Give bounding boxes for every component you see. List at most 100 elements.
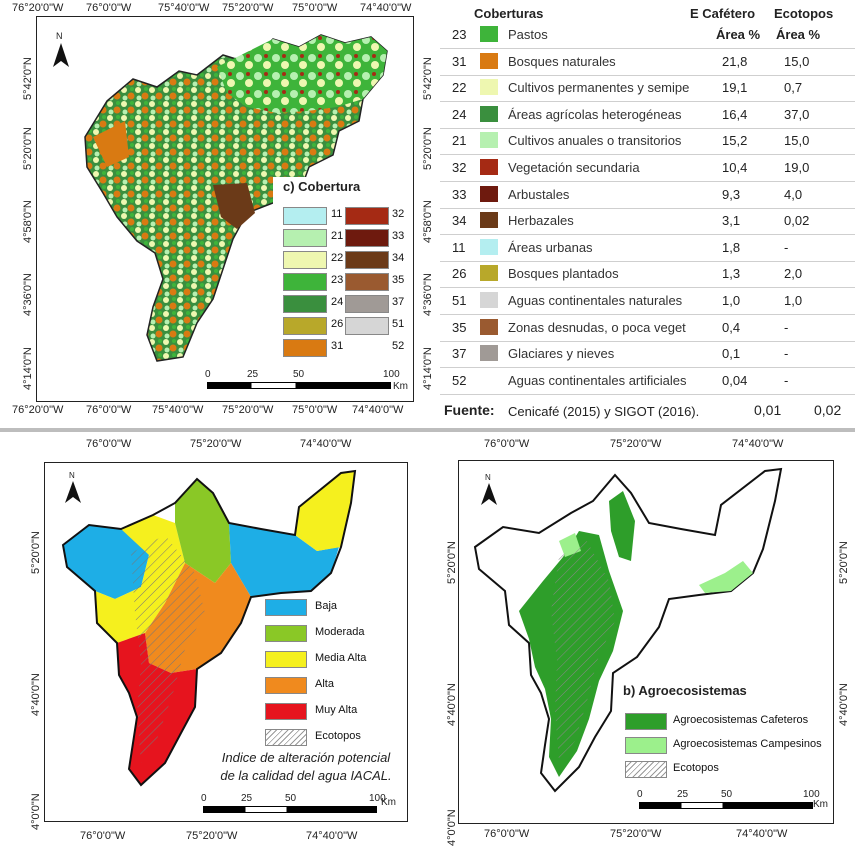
table-row: 32 Vegetación secundaria 10,4 19,0 bbox=[440, 155, 855, 182]
top-coord-5: 75°0'0"W bbox=[292, 2, 338, 14]
subheader-area-cafetero: Área % bbox=[716, 27, 761, 42]
fuente-cafetero: 0,01 bbox=[754, 402, 782, 418]
agro-campesinos bbox=[699, 561, 753, 593]
row-cafetero-value: 21,8 bbox=[722, 53, 748, 69]
legend-swatch bbox=[283, 339, 327, 357]
row-ecotopos-value: - bbox=[784, 319, 789, 335]
iacal-left-coord-1: 5°20'0"N bbox=[30, 531, 42, 574]
right-coord-3: 4°58'0"N bbox=[422, 200, 434, 243]
iacal-north-label: N bbox=[69, 471, 75, 480]
row-swatch bbox=[480, 265, 498, 282]
row-cafetero-value: 16,4 bbox=[722, 106, 748, 122]
iacal-left-coord-3: 4°0'0"N bbox=[30, 793, 42, 830]
cobertura-subregion bbox=[217, 35, 387, 113]
scale-unit: Km bbox=[393, 381, 408, 392]
north-arrow: N bbox=[51, 31, 71, 67]
table-row: 35 Zonas desnudas, o poca veget 0,4 - bbox=[440, 315, 855, 342]
cobertura-legend-title: c) Cobertura bbox=[283, 179, 361, 194]
cobertura-brown-band bbox=[213, 183, 255, 229]
right-coord-5: 4°14'0"N bbox=[422, 347, 434, 390]
row-swatch bbox=[480, 159, 498, 175]
agro-right-coord-1: 5°20'0"N bbox=[838, 541, 850, 584]
scale-25: 25 bbox=[247, 369, 259, 380]
agro-left-coord-2: 4°40'0"N bbox=[446, 683, 458, 726]
legend-code: 34 bbox=[392, 252, 405, 264]
row-code: 26 bbox=[452, 266, 467, 282]
legend-swatch bbox=[283, 207, 327, 225]
row-swatch bbox=[480, 26, 498, 42]
legend-code: 31 bbox=[331, 340, 344, 352]
left-coord-2: 5°20'0"N bbox=[22, 127, 34, 170]
iacal-scale-bar: 0 25 50 100 Km bbox=[201, 793, 401, 817]
row-swatch bbox=[480, 292, 498, 308]
iacal-left-coord-2: 4°40'0"N bbox=[30, 673, 42, 716]
row-swatch bbox=[480, 52, 498, 69]
row-name: Pastos bbox=[508, 27, 548, 42]
legend-swatch bbox=[345, 317, 389, 335]
agro-left-coord-3: 4°0'0"N bbox=[446, 809, 458, 846]
scale-50: 50 bbox=[293, 369, 305, 380]
iacal-scale-unit: Km bbox=[381, 797, 396, 808]
row-name: Cultivos anuales o transitorios bbox=[508, 133, 682, 149]
bottom-coord-3: 75°40'0"W bbox=[152, 404, 204, 416]
iacal-scale-25: 25 bbox=[241, 793, 253, 804]
agro-bottom-coord-1: 76°0'0"W bbox=[484, 828, 530, 840]
north-label: N bbox=[56, 31, 63, 41]
legend-swatch-moderada bbox=[265, 625, 307, 642]
row-ecotopos-value: 19,0 bbox=[784, 160, 810, 175]
fuente-ecotopos: 0,02 bbox=[814, 402, 842, 418]
agro-scale-unit: Km bbox=[813, 799, 828, 810]
iacal-scale-0: 0 bbox=[201, 793, 207, 804]
bottom-coord-5: 75°0'0"W bbox=[292, 404, 338, 416]
bottom-coord-1: 76°20'0"W bbox=[12, 404, 64, 416]
cobertura-map-shape bbox=[84, 34, 388, 362]
legend-label-campesinos: Agroecosistemas Campesinos bbox=[673, 738, 822, 750]
top-coord-4: 75°20'0"W bbox=[222, 2, 274, 14]
iacal-moderada bbox=[175, 479, 231, 583]
agro-north-label: N bbox=[485, 473, 491, 482]
north-arrow-icon bbox=[53, 43, 69, 67]
iacal-bottom-coord-1: 76°0'0"W bbox=[80, 830, 126, 842]
scale-100: 100 bbox=[383, 369, 400, 380]
cobertura-orange-band bbox=[93, 121, 129, 167]
legend-swatch-muy-alta bbox=[265, 703, 307, 720]
iacal-ecotopos-hatch bbox=[131, 535, 205, 763]
iacal-caption-line1: Indice de alteración potencial bbox=[221, 750, 391, 765]
row-code: 52 bbox=[452, 372, 467, 388]
legend-swatch bbox=[345, 229, 389, 247]
bottom-coord-2: 76°0'0"W bbox=[86, 404, 132, 416]
table-row: 22 Cultivos permanentes y semipe 19,1 0,7 bbox=[440, 75, 855, 103]
bottom-coord-4: 75°20'0"W bbox=[222, 404, 274, 416]
legend-swatch-baja bbox=[265, 599, 307, 616]
row-cafetero-value: 3,1 bbox=[722, 213, 741, 229]
header-cafetero: E Cafétero bbox=[690, 6, 756, 21]
legend-code: 51 bbox=[392, 318, 405, 330]
iacal-map-frame: N Baja Moderada Media Alta Alta Muy Alta… bbox=[44, 462, 408, 822]
agro-left-coord-1: 5°20'0"N bbox=[446, 541, 458, 584]
table-row: 37 Glaciares y nieves 0,1 - bbox=[440, 341, 855, 369]
agro-map-frame: N b) Agroecosistemas Agroecosistemas Caf… bbox=[458, 460, 834, 824]
scale-0: 0 bbox=[205, 369, 211, 380]
row-name: Zonas desnudas, o poca veget bbox=[508, 319, 686, 335]
legend-code: 37 bbox=[392, 296, 405, 308]
legend-label-muy-alta: Muy Alta bbox=[315, 704, 358, 716]
row-swatch bbox=[480, 105, 498, 122]
row-name: Cultivos permanentes y semipe bbox=[508, 80, 690, 96]
legend-code: 24 bbox=[331, 296, 344, 308]
agro-top-coord-1: 76°0'0"W bbox=[484, 438, 530, 450]
left-coord-1: 5°42'0"N bbox=[22, 57, 34, 100]
table-footer: Fuente: Cenicafé (2015) y SIGOT (2016). … bbox=[440, 398, 855, 424]
iacal-map-shape bbox=[61, 469, 357, 787]
agro-bottom-coord-3: 74°40'0"W bbox=[736, 828, 788, 840]
row-code: 21 bbox=[452, 133, 467, 149]
legend-swatch bbox=[283, 251, 327, 269]
row-name: Arbustales bbox=[508, 186, 570, 202]
legend-swatch bbox=[345, 295, 389, 313]
header-coberturas: Coberturas bbox=[474, 6, 544, 21]
table-row: 24 Áreas agrícolas heterogéneas 16,4 37,0 bbox=[440, 102, 855, 129]
table-row: 23 Pastos Área % Área % bbox=[440, 22, 855, 49]
top-coord-1: 76°20'0"W bbox=[12, 2, 64, 14]
row-ecotopos-value: 37,0 bbox=[784, 106, 810, 122]
bottom-coord-6: 74°40'0"W bbox=[352, 404, 404, 416]
iacal-outline bbox=[61, 469, 357, 787]
